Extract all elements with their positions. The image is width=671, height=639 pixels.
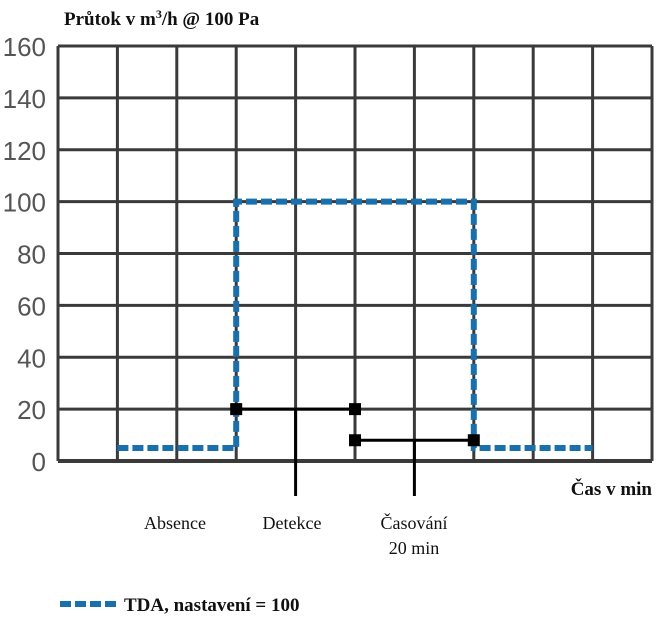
annotation-marker <box>349 403 361 416</box>
grid <box>56 44 654 463</box>
annotation-marker <box>467 434 480 447</box>
phase-label-absence: Absence <box>144 513 206 533</box>
y-tick-label: 20 <box>17 395 46 425</box>
y-tick-label: 160 <box>3 32 46 62</box>
phase-label-casovani: Časování <box>381 512 448 533</box>
annotations <box>230 403 480 496</box>
annotation-marker <box>230 403 243 416</box>
y-tick-label: 100 <box>3 188 46 218</box>
y-tick-label: 120 <box>3 136 46 166</box>
y-tick-label: 60 <box>17 291 46 321</box>
y-tick-label: 140 <box>3 84 46 114</box>
phase-label-20min: 20 min <box>389 538 440 558</box>
y-tick-label: 80 <box>17 240 46 270</box>
phase-label-detekce: Detekce <box>263 513 322 533</box>
chart-title: Průtok v m3/h @ 100 Pa <box>64 7 260 30</box>
annotation-marker <box>349 434 361 447</box>
y-tick-label: 0 <box>32 447 46 477</box>
x-axis-label: Čas v min <box>571 478 653 500</box>
y-axis-ticks: 0 20 40 60 80 100 120 140 160 <box>3 32 46 477</box>
y-tick-label: 40 <box>17 343 46 373</box>
legend-label: TDA, nastavení = 100 <box>124 595 300 616</box>
series-line-tda <box>117 198 593 452</box>
series <box>117 198 593 452</box>
